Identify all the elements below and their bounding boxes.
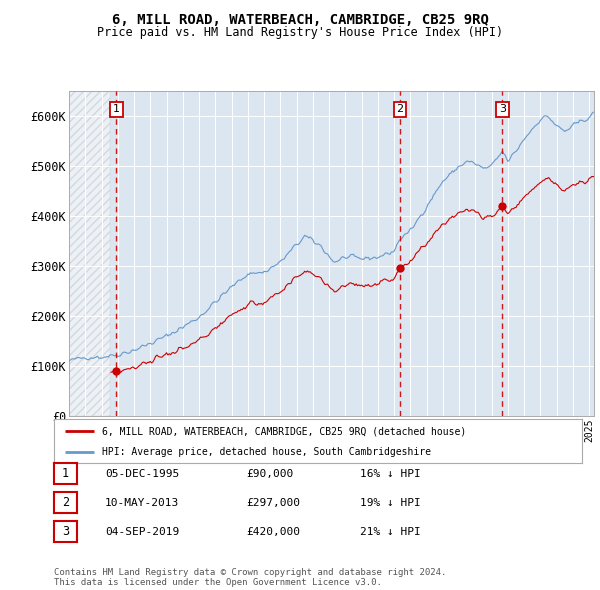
Text: 2: 2 (397, 104, 403, 114)
Text: 10-MAY-2013: 10-MAY-2013 (105, 498, 179, 507)
Text: HPI: Average price, detached house, South Cambridgeshire: HPI: Average price, detached house, Sout… (101, 447, 431, 457)
Text: Contains HM Land Registry data © Crown copyright and database right 2024.
This d: Contains HM Land Registry data © Crown c… (54, 568, 446, 587)
Text: 2: 2 (62, 496, 69, 509)
Text: 6, MILL ROAD, WATERBEACH, CAMBRIDGE, CB25 9RQ: 6, MILL ROAD, WATERBEACH, CAMBRIDGE, CB2… (112, 13, 488, 27)
Text: 04-SEP-2019: 04-SEP-2019 (105, 527, 179, 536)
Text: 05-DEC-1995: 05-DEC-1995 (105, 469, 179, 478)
Bar (69, 91, 110, 416)
Text: £297,000: £297,000 (246, 498, 300, 507)
Text: £90,000: £90,000 (246, 469, 293, 478)
Text: Price paid vs. HM Land Registry's House Price Index (HPI): Price paid vs. HM Land Registry's House … (97, 26, 503, 39)
Text: 1: 1 (62, 467, 69, 480)
Text: 6, MILL ROAD, WATERBEACH, CAMBRIDGE, CB25 9RQ (detached house): 6, MILL ROAD, WATERBEACH, CAMBRIDGE, CB2… (101, 427, 466, 436)
Text: 3: 3 (62, 525, 69, 538)
Text: 3: 3 (499, 104, 506, 114)
Text: 19% ↓ HPI: 19% ↓ HPI (360, 498, 421, 507)
Text: 21% ↓ HPI: 21% ↓ HPI (360, 527, 421, 536)
Text: £420,000: £420,000 (246, 527, 300, 536)
Text: 1: 1 (113, 104, 120, 114)
Text: 16% ↓ HPI: 16% ↓ HPI (360, 469, 421, 478)
